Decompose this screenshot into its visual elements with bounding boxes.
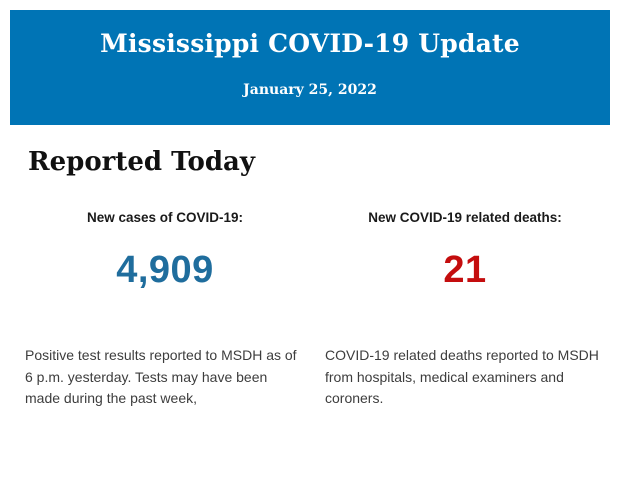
header-banner: Mississippi COVID-19 Update January 25, …: [10, 10, 610, 125]
new-deaths-description: COVID-19 related deaths reported to MSDH…: [325, 347, 599, 406]
stat-new-cases: New cases of COVID-19: 4,909 Positive te…: [25, 209, 305, 410]
page-title: Mississippi COVID-19 Update: [100, 29, 520, 58]
new-cases-value: 4,909: [116, 249, 214, 291]
new-deaths-value: 21: [443, 249, 487, 291]
section-title: Reported Today: [28, 147, 255, 177]
stat-new-deaths: New COVID-19 related deaths: 21 COVID-19…: [325, 209, 605, 410]
covid-update-page: Mississippi COVID-19 Update January 25, …: [0, 10, 620, 493]
new-cases-label: New cases of COVID-19:: [86, 210, 244, 225]
stats-grid: New cases of COVID-19: 4,909 Positive te…: [25, 209, 605, 410]
main-content: Reported Today New cases of COVID-19: 4,…: [0, 145, 620, 410]
new-cases-description: Positive test results reported to MSDH a…: [25, 347, 297, 406]
report-date: January 25, 2022: [243, 82, 377, 98]
new-deaths-label: New COVID-19 related deaths:: [368, 210, 562, 225]
